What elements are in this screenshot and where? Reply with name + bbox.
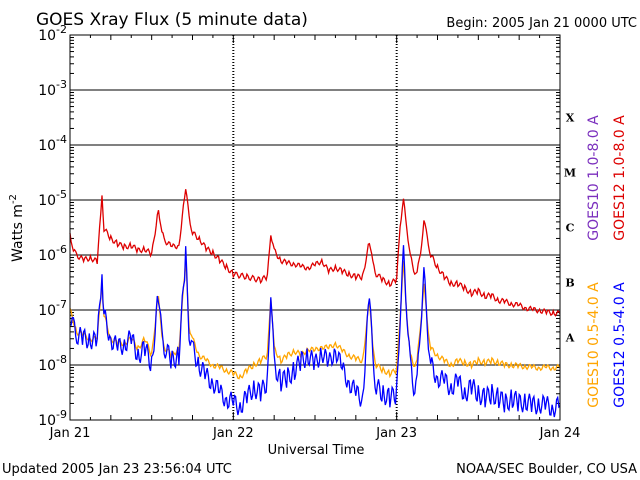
flare-class-label: B	[565, 277, 574, 290]
flare-class-label: A	[565, 332, 575, 345]
y-tick-base: 10	[38, 83, 56, 99]
x-axis-label: Universal Time	[268, 443, 365, 458]
y-tick-exp: -3	[56, 78, 67, 91]
y-tick-exp: -2	[56, 23, 67, 36]
y-tick-exp: -4	[56, 133, 67, 146]
y-tick-labels: 10-210-310-410-510-610-710-810-9	[38, 23, 67, 429]
y-tick-label: 10-6	[38, 243, 67, 264]
y-tick-base: 10	[38, 303, 56, 319]
y-tick-base: 10	[38, 193, 56, 209]
y-tick-label: 10-7	[38, 298, 67, 319]
legend-item: GOES12 0.5-4.0 A	[612, 282, 628, 408]
x-tick-label: Jan 22	[212, 426, 254, 441]
y-tick-exp: -9	[56, 408, 67, 421]
legend-item: GOES10 0.5-4.0 A	[586, 282, 602, 408]
x-tick-labels: Jan 21 Jan 22 Jan 23 Jan 24	[49, 426, 581, 441]
flare-class-labels: X M C B A	[564, 112, 576, 345]
x-tick-label: Jan 21	[49, 426, 91, 441]
x-tick-label: Jan 23	[375, 426, 417, 441]
legend: GOES10 1.0-8.0 A GOES12 1.0-8.0 A GOES10 0…	[586, 115, 628, 408]
y-tick-exp: -8	[56, 353, 67, 366]
footer-updated: Updated 2005 Jan 23 23:56:04 UTC	[2, 462, 232, 477]
flare-class-label: C	[566, 222, 575, 235]
series-line-goes12-0-5-4-0-a	[69, 245, 561, 418]
footer-credit: NOAA/SEC Boulder, CO USA	[456, 462, 637, 477]
grid-lines	[69, 34, 561, 421]
y-axis-label-exp: -2	[8, 194, 19, 204]
legend-item: GOES10 1.0-8.0 A	[586, 115, 602, 241]
series-line-goes12-1-0-8-0-a	[69, 189, 561, 317]
data-series	[69, 189, 561, 418]
y-tick-label: 10-9	[38, 408, 67, 429]
y-tick-label: 10-2	[38, 23, 67, 44]
y-tick-exp: -6	[56, 243, 67, 256]
y-tick-exp: -5	[56, 188, 67, 201]
y-tick-exp: -7	[56, 298, 67, 311]
y-tick-label: 10-4	[38, 133, 67, 154]
plot-border	[69, 34, 561, 421]
y-tick-base: 10	[38, 138, 56, 154]
y-axis-label: Watts m-2	[8, 194, 26, 262]
plot-frame	[69, 34, 561, 421]
chart-title: GOES Xray Flux (5 minute data)	[36, 10, 308, 30]
y-axis-label-base: Watts m	[10, 204, 26, 262]
y-tick-base: 10	[38, 248, 56, 264]
y-tick-label: 10-5	[38, 188, 67, 209]
flare-class-label: M	[564, 167, 576, 180]
y-tick-label: 10-3	[38, 78, 67, 99]
y-tick-label: 10-8	[38, 353, 67, 374]
series-line-goes10-0-5-4-0-a	[69, 258, 561, 380]
flare-class-label: X	[566, 112, 575, 125]
x-tick-label: Jan 24	[539, 426, 581, 441]
y-tick-base: 10	[38, 413, 56, 429]
legend-item: GOES12 1.0-8.0 A	[612, 115, 628, 241]
y-tick-base: 10	[38, 28, 56, 44]
begin-label: Begin: 2005 Jan 21 0000 UTC	[446, 16, 637, 31]
y-tick-base: 10	[38, 358, 56, 374]
